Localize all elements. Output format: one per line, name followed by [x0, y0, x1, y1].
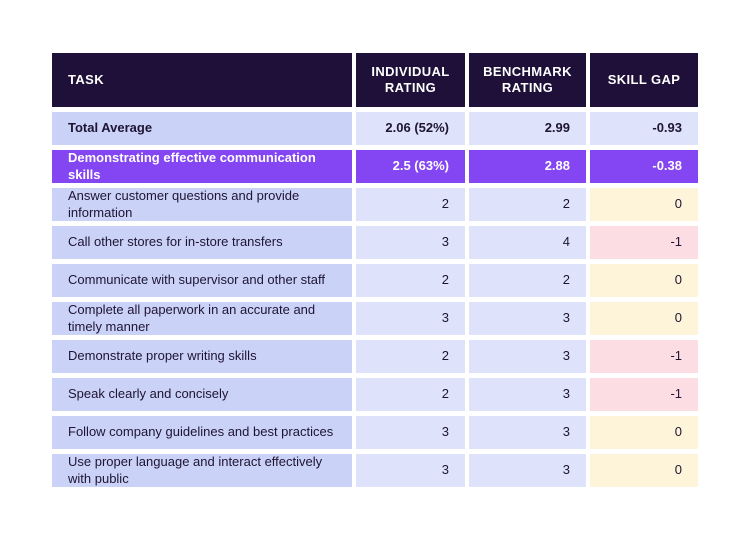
task-cell: Complete all paperwork in an accurate an…	[52, 302, 352, 335]
task-cell: Follow company guidelines and best pract…	[52, 416, 352, 449]
table-row: Complete all paperwork in an accurate an…	[52, 302, 698, 335]
individual-rating-cell: 2	[356, 188, 465, 221]
skill-gap-cell: -1	[590, 340, 698, 373]
table-row-category: Demonstrating effective communication sk…	[52, 150, 698, 183]
benchmark-rating-cell: 2	[469, 264, 586, 297]
table-row: Speak clearly and concisely 2 3 -1	[52, 378, 698, 411]
task-cell: Demonstrate proper writing skills	[52, 340, 352, 373]
task-cell: Communicate with supervisor and other st…	[52, 264, 352, 297]
task-cell: Total Average	[52, 112, 352, 145]
benchmark-rating-cell: 2.99	[469, 112, 586, 145]
column-header-task: TASK	[52, 53, 352, 107]
benchmark-rating-cell: 2.88	[469, 150, 586, 183]
skill-gap-cell: 0	[590, 188, 698, 221]
benchmark-rating-cell: 4	[469, 226, 586, 259]
individual-rating-cell: 3	[356, 302, 465, 335]
task-cell: Speak clearly and concisely	[52, 378, 352, 411]
individual-rating-cell: 2	[356, 264, 465, 297]
skill-gap-cell: -0.38	[590, 150, 698, 183]
column-header-benchmark-rating: BENCHMARK RATING	[469, 53, 586, 107]
individual-rating-cell: 2	[356, 378, 465, 411]
benchmark-rating-cell: 3	[469, 416, 586, 449]
benchmark-rating-cell: 3	[469, 454, 586, 487]
table-row: Call other stores for in-store transfers…	[52, 226, 698, 259]
skill-gap-cell: 0	[590, 302, 698, 335]
table-row: Demonstrate proper writing skills 2 3 -1	[52, 340, 698, 373]
column-header-skill-gap: SKILL GAP	[590, 53, 698, 107]
skill-gap-cell: -1	[590, 226, 698, 259]
benchmark-rating-cell: 3	[469, 302, 586, 335]
individual-rating-cell: 2.5 (63%)	[356, 150, 465, 183]
table-row-total-average: Total Average 2.06 (52%) 2.99 -0.93	[52, 112, 698, 145]
table-row: Communicate with supervisor and other st…	[52, 264, 698, 297]
skill-gap-rating-table: TASK INDIVIDUAL RATING BENCHMARK RATING …	[52, 53, 698, 487]
benchmark-rating-cell: 2	[469, 188, 586, 221]
task-cell: Demonstrating effective communication sk…	[52, 150, 352, 183]
skill-gap-cell: 0	[590, 454, 698, 487]
task-cell: Call other stores for in-store transfers	[52, 226, 352, 259]
individual-rating-cell: 3	[356, 226, 465, 259]
benchmark-rating-cell: 3	[469, 378, 586, 411]
skill-gap-cell: -0.93	[590, 112, 698, 145]
individual-rating-cell: 3	[356, 454, 465, 487]
task-cell: Answer customer questions and provide in…	[52, 188, 352, 221]
individual-rating-cell: 2	[356, 340, 465, 373]
table-row: Follow company guidelines and best pract…	[52, 416, 698, 449]
table-row: Answer customer questions and provide in…	[52, 188, 698, 221]
table-header-row: TASK INDIVIDUAL RATING BENCHMARK RATING …	[52, 53, 698, 107]
skill-gap-cell: 0	[590, 416, 698, 449]
skill-gap-cell: 0	[590, 264, 698, 297]
task-cell: Use proper language and interact effecti…	[52, 454, 352, 487]
column-header-individual-rating: INDIVIDUAL RATING	[356, 53, 465, 107]
skill-gap-cell: -1	[590, 378, 698, 411]
individual-rating-cell: 3	[356, 416, 465, 449]
individual-rating-cell: 2.06 (52%)	[356, 112, 465, 145]
table-row: Use proper language and interact effecti…	[52, 454, 698, 487]
benchmark-rating-cell: 3	[469, 340, 586, 373]
